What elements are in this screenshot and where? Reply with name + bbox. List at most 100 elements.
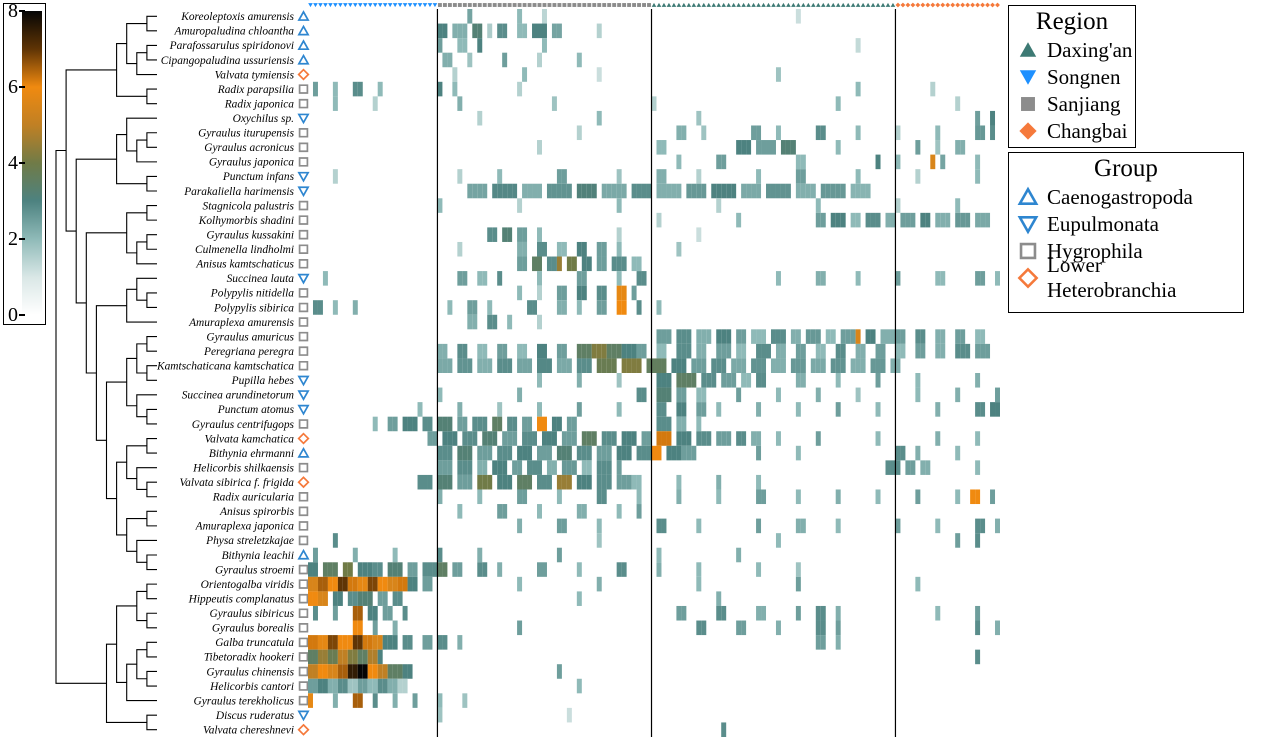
heatmap-cell — [890, 460, 896, 475]
heatmap-cell — [741, 358, 747, 373]
heatmap-cell — [975, 620, 981, 636]
heatmap-cell — [830, 329, 836, 344]
heatmap-cell — [522, 343, 528, 359]
heatmap-cell — [308, 678, 313, 694]
heatmap-cell — [731, 373, 737, 388]
species-label: Peregriana peregra — [203, 346, 294, 358]
heatmap-cell — [556, 489, 562, 505]
heatmap-cell — [721, 722, 727, 737]
heatmap-cell — [596, 445, 602, 461]
heatmap-cell — [462, 271, 468, 286]
heatmap-cell — [437, 707, 443, 723]
square-icon — [298, 521, 309, 531]
colorbar-tick-dash — [19, 86, 25, 88]
heatmap-cell — [561, 343, 567, 359]
triangle-down-icon — [362, 3, 368, 8]
heatmap-cell — [960, 212, 966, 228]
heatmap-cell — [551, 183, 557, 199]
heatmap-cell — [327, 562, 333, 577]
heatmap-cell — [686, 373, 692, 388]
square-icon — [298, 229, 309, 240]
triangle-up-icon — [726, 2, 731, 7]
triangle-down-icon — [372, 3, 378, 8]
heatmap-cell — [790, 358, 796, 373]
heatmap-cell — [586, 183, 592, 199]
heatmap-cell — [855, 125, 861, 141]
heatmap-cell — [636, 271, 642, 286]
heatmap-cell — [726, 431, 732, 446]
heatmap-cell — [402, 635, 408, 650]
heatmap-cell — [352, 547, 358, 563]
heatmap-cell — [442, 23, 448, 39]
heatmap-cell — [611, 358, 617, 373]
heatmap-cell — [671, 183, 677, 199]
heatmap-cell — [576, 358, 582, 373]
dendrogram-link — [146, 670, 157, 687]
heatmap-cell — [915, 169, 921, 184]
heatmap-cell — [770, 329, 776, 344]
heatmap-cell — [556, 445, 562, 461]
heatmap-cell — [347, 576, 353, 592]
heatmap-cell — [532, 300, 538, 315]
heatmap-cell — [392, 635, 398, 650]
heatmap-cell — [696, 110, 702, 126]
heatmap-cell — [716, 183, 722, 199]
triangle-up-icon — [756, 2, 761, 7]
heatmap-cell — [457, 23, 463, 39]
species-label: Anisus spirorbis — [219, 506, 295, 518]
triangle-up-icon — [731, 2, 736, 7]
heatmap-cell — [850, 212, 856, 228]
square-icon — [298, 98, 309, 109]
heatmap-cell — [442, 460, 448, 475]
heatmap-cell — [875, 489, 881, 505]
heatmap-cell — [935, 212, 941, 228]
dendrogram-link — [136, 343, 147, 374]
heatmap-cell — [855, 358, 861, 373]
heatmap-cell — [527, 431, 533, 446]
colorbar: 8 6 4 2 0 — [3, 1, 46, 325]
heatmap-cell — [362, 678, 368, 694]
heatmap-cell — [601, 431, 607, 446]
square-icon — [298, 157, 309, 167]
heatmap-cell — [537, 358, 542, 373]
heatmap-cell — [541, 474, 547, 490]
heatmap-cell — [581, 504, 587, 519]
heatmap-cell — [507, 431, 513, 446]
heatmap-cell — [915, 576, 921, 592]
heatmap-cell — [532, 256, 538, 272]
heatmap-cell — [920, 329, 926, 344]
heatmap-cell — [591, 431, 597, 446]
heatmap-cell — [616, 183, 622, 199]
dendrogram-link — [85, 232, 127, 374]
heatmap-cell — [517, 81, 523, 97]
heatmap-cell — [820, 620, 826, 636]
heatmap-cell — [581, 285, 587, 301]
heatmap-cell — [706, 373, 712, 388]
heatmap-cell — [352, 664, 358, 679]
square-icon — [527, 3, 532, 7]
heatmap-cell — [556, 183, 562, 199]
heatmap-cell — [606, 358, 612, 373]
triangle-down-icon — [297, 375, 310, 387]
heatmap-cell — [835, 518, 841, 534]
heatmap-cell — [457, 343, 463, 359]
heatmap-cell — [795, 402, 801, 417]
heatmap-cell — [362, 635, 368, 650]
heatmap-cell — [512, 416, 518, 432]
heatmap-cell — [352, 678, 358, 694]
heatmap-cell — [442, 52, 448, 68]
heatmap-cell — [372, 576, 378, 592]
heatmap-cell — [980, 329, 986, 344]
species-label: Parakaliella harimensis — [183, 186, 294, 198]
heatmap-cell — [935, 431, 941, 446]
heatmap-cell — [751, 125, 757, 141]
heatmap-cell — [422, 635, 428, 650]
square-icon — [502, 3, 507, 7]
square-icon — [492, 3, 497, 7]
heatmap-cell — [442, 474, 448, 490]
heatmap-cell — [686, 183, 692, 199]
heatmap-cell — [815, 605, 821, 621]
heatmap-cell — [631, 183, 637, 199]
heatmap-cell — [681, 343, 687, 359]
heatmap-cell — [332, 649, 338, 665]
